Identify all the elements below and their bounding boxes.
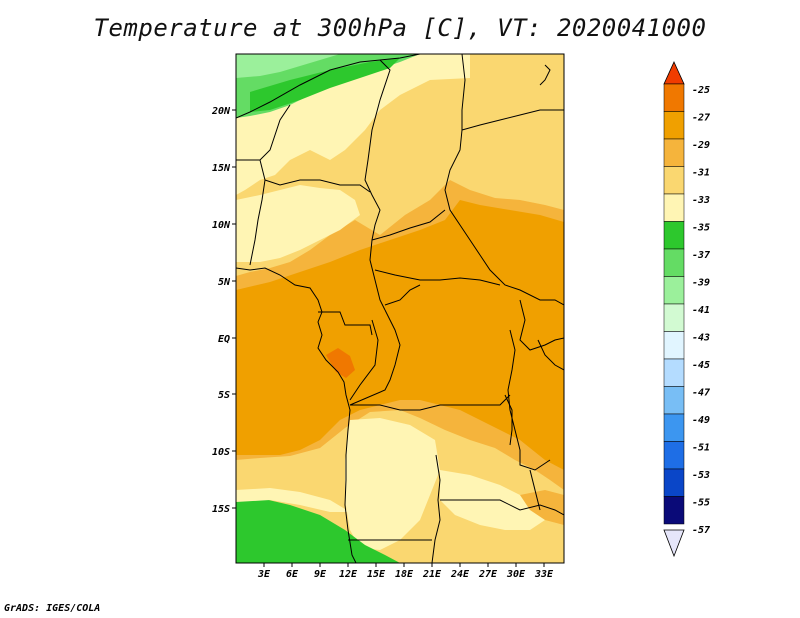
colorbar-swatch: [663, 111, 685, 140]
colorbar-swatch: [663, 138, 685, 167]
lat-label: 5S: [218, 390, 230, 401]
colorbar-bottom-arrow: [663, 529, 685, 558]
colorbar-label: -49: [692, 415, 710, 426]
colorbar-label: -57: [692, 525, 710, 536]
lon-label: 27E: [478, 569, 498, 580]
colorbar-swatch: [663, 221, 685, 250]
lon-label: 9E: [314, 569, 327, 580]
grads-credit: GrADS: IGES/COLA: [4, 603, 101, 614]
shade-minus29-central: [236, 200, 564, 470]
lat-label: 10S: [212, 447, 230, 458]
border-21: [537, 339, 564, 371]
shade-minus31-se: [520, 490, 564, 525]
lon-label: 3E: [257, 569, 271, 580]
colorbar-swatch: [663, 496, 685, 525]
lon-label: 30E: [506, 569, 526, 580]
colorbar-label: -43: [692, 333, 710, 344]
border-10: [384, 284, 421, 306]
lon-label: 21E: [422, 569, 442, 580]
colorbar: -25 -27 -29 -31 -33 -35 -37 -39 -41 -43 …: [663, 61, 710, 558]
lon-label: 15E: [367, 569, 386, 580]
lat-label: 20N: [211, 106, 231, 117]
colorbar-label: -39: [692, 278, 710, 289]
lon-axis: 3E 6E 9E 12E 15E 18E 21E 24E 27E 30E 33E: [257, 563, 554, 580]
border-9: [374, 269, 501, 286]
lat-label: 10N: [212, 220, 231, 231]
colorbar-label: -25: [692, 85, 710, 96]
colorbar-label: -41: [692, 305, 710, 316]
colorbar-label: -33: [692, 195, 710, 206]
lat-label: 15N: [212, 163, 231, 174]
colorbar-label: -31: [692, 168, 710, 179]
shade-minus39-north: [236, 54, 340, 78]
shade-minus37-n2: [250, 58, 400, 112]
map-frame: [235, 53, 565, 564]
colorbar-label: -35: [692, 223, 710, 234]
border-13: [349, 309, 401, 406]
colorbar-swatch: [663, 193, 685, 222]
colorbar-label: -37: [692, 250, 710, 261]
border-16: [519, 299, 564, 351]
border-17: [431, 454, 441, 563]
lat-label: 15S: [212, 504, 230, 515]
lat-axis: 20N 15N 10N 5N EQ 5S 10S 15S: [211, 106, 236, 515]
colorbar-label: -27: [692, 113, 710, 124]
shade-minus35-south: [345, 418, 440, 550]
lon-label: 12E: [339, 569, 358, 580]
map-shading: [236, 54, 564, 563]
colorbar-swatch: [663, 358, 685, 387]
colorbar-swatch: [663, 248, 685, 277]
lat-label: EQ: [218, 334, 230, 345]
shade-minus35-sw: [236, 488, 350, 512]
lon-label: 18E: [395, 569, 414, 580]
border-11: [318, 311, 373, 336]
border-4: [461, 109, 564, 131]
lake: [504, 394, 513, 446]
coastline-west: [236, 267, 357, 563]
border-19: [440, 499, 564, 516]
colorbar-label: -51: [692, 443, 710, 454]
lon-label: 33E: [534, 569, 554, 580]
colorbar-label: -55: [692, 498, 710, 509]
border-1: [236, 54, 421, 119]
border-6: [249, 159, 266, 266]
colorbar-swatch: [663, 83, 685, 112]
colorbar-swatch: [663, 441, 685, 470]
lon-label: 6E: [286, 569, 299, 580]
border-3: [444, 54, 564, 306]
border-8: [371, 209, 446, 241]
colorbar-swatch: [663, 413, 685, 442]
colorbar-label: -45: [692, 360, 710, 371]
colorbar-top-arrow: [663, 61, 685, 85]
border-22: [539, 64, 551, 86]
lon-label: 24E: [450, 569, 470, 580]
border-2: [364, 59, 391, 311]
border-20: [529, 469, 541, 511]
border-12: [349, 319, 379, 401]
colorbar-label: -29: [692, 140, 710, 151]
shade-minus37-south: [236, 498, 400, 563]
lat-label: 5N: [218, 277, 231, 288]
colorbar-swatch: [663, 331, 685, 360]
country-borders: [236, 54, 564, 563]
colorbar-label: -47: [692, 388, 710, 399]
shade-minus35-west: [236, 185, 360, 262]
colorbar-swatch: [663, 276, 685, 305]
map-title: Temperature at 300hPa [C], VT: 202004100…: [93, 14, 707, 42]
shade-minus27-spot: [326, 348, 355, 378]
colorbar-swatch: [663, 468, 685, 497]
colorbar-swatch: [663, 386, 685, 415]
colorbar-swatch: [663, 303, 685, 332]
colorbar-swatch: [663, 166, 685, 195]
border-5: [236, 104, 291, 161]
colorbar-label: -53: [692, 470, 710, 481]
border-7: [264, 179, 371, 193]
border-14: [350, 394, 511, 411]
